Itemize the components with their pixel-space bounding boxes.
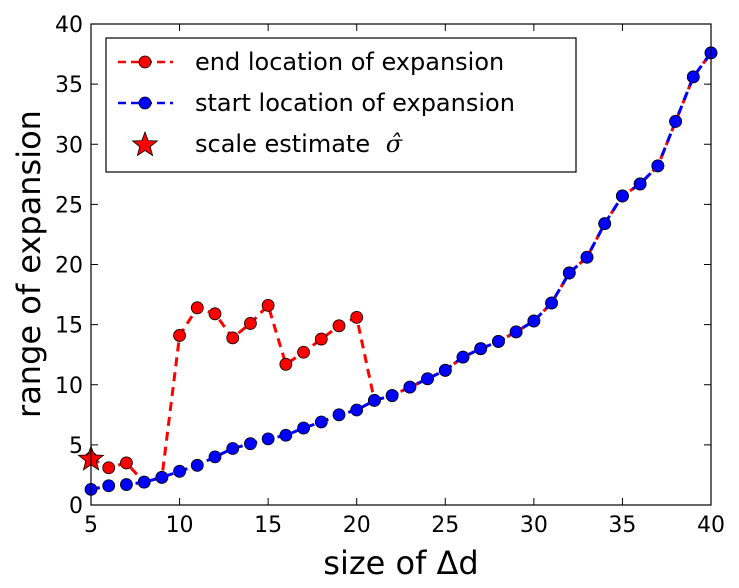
legend-label-end: end location of expansion [195, 48, 504, 76]
data-point [474, 342, 488, 356]
data-point [279, 357, 293, 371]
data-point [244, 437, 257, 451]
data-point [562, 266, 576, 280]
data-point [651, 159, 665, 173]
data-point [616, 189, 629, 203]
data-point [120, 478, 133, 491]
y-tick-label: 20 [55, 254, 83, 279]
data-point [350, 311, 364, 324]
x-tick-label: 25 [431, 513, 459, 538]
data-point [226, 331, 240, 345]
y-tick-label: 5 [69, 434, 83, 459]
y-tick-label: 40 [55, 13, 83, 38]
series-layer [84, 46, 718, 496]
y-tick-label: 0 [69, 494, 83, 519]
data-point [403, 380, 417, 394]
data-point [438, 363, 452, 377]
x-tick-label: 20 [343, 513, 371, 538]
data-point [509, 325, 523, 339]
legend-label-scale: scale estimate σ̂ [195, 130, 403, 158]
data-point [580, 250, 594, 264]
legend-label-scale-text: scale estimate [195, 130, 370, 158]
series-start-location [84, 46, 718, 496]
data-point [120, 456, 133, 470]
y-tick-label: 15 [55, 314, 83, 339]
data-point [297, 421, 310, 435]
data-point [385, 389, 399, 402]
data-point [190, 301, 204, 315]
x-tick-label: 10 [166, 513, 194, 538]
data-point [190, 458, 204, 472]
data-point [102, 479, 116, 493]
data-point [137, 475, 151, 489]
y-tick-label: 30 [55, 133, 83, 158]
data-point [456, 350, 470, 364]
data-point [332, 408, 346, 422]
legend-marker-end [138, 55, 152, 69]
y-tick-label: 10 [55, 374, 83, 399]
y-axis-title: range of expansion [10, 110, 48, 418]
legend-marker-start [138, 96, 152, 110]
x-tick-label: 30 [520, 513, 548, 538]
data-point [173, 329, 186, 342]
data-point [598, 217, 612, 231]
data-point [279, 428, 293, 442]
x-axis-title: size of Δd [323, 544, 478, 582]
data-point [102, 461, 116, 475]
data-point [669, 115, 682, 128]
legend-label-start: start location of expansion [195, 89, 515, 117]
x-tick-label: 40 [697, 513, 725, 538]
data-point [686, 70, 700, 84]
legend-box [105, 37, 577, 173]
x-tick-label: 15 [254, 513, 282, 538]
data-point [421, 372, 434, 386]
data-point [350, 403, 364, 417]
data-point [527, 314, 541, 328]
y-tick-label: 25 [55, 193, 83, 218]
x-tick-label: 5 [84, 513, 98, 538]
data-point [208, 307, 222, 321]
data-point [492, 335, 505, 348]
data-point [226, 442, 240, 455]
data-point [314, 332, 328, 346]
legend-label-scale-symbol: σ̂ [386, 130, 403, 158]
y-tick-label: 35 [55, 73, 83, 98]
legend-star-icon [131, 130, 159, 157]
data-point [244, 317, 257, 330]
data-point [332, 319, 346, 333]
x-tick-label: 35 [608, 513, 636, 538]
data-point [545, 296, 558, 310]
data-point [155, 470, 169, 484]
data-point [208, 450, 222, 464]
data-point [261, 432, 275, 446]
data-point [314, 415, 328, 429]
data-point [297, 345, 310, 359]
data-point [633, 177, 647, 191]
legend: end location of expansion start location… [105, 37, 577, 173]
data-point [261, 298, 275, 312]
data-point [173, 464, 186, 478]
data-point [368, 393, 381, 407]
